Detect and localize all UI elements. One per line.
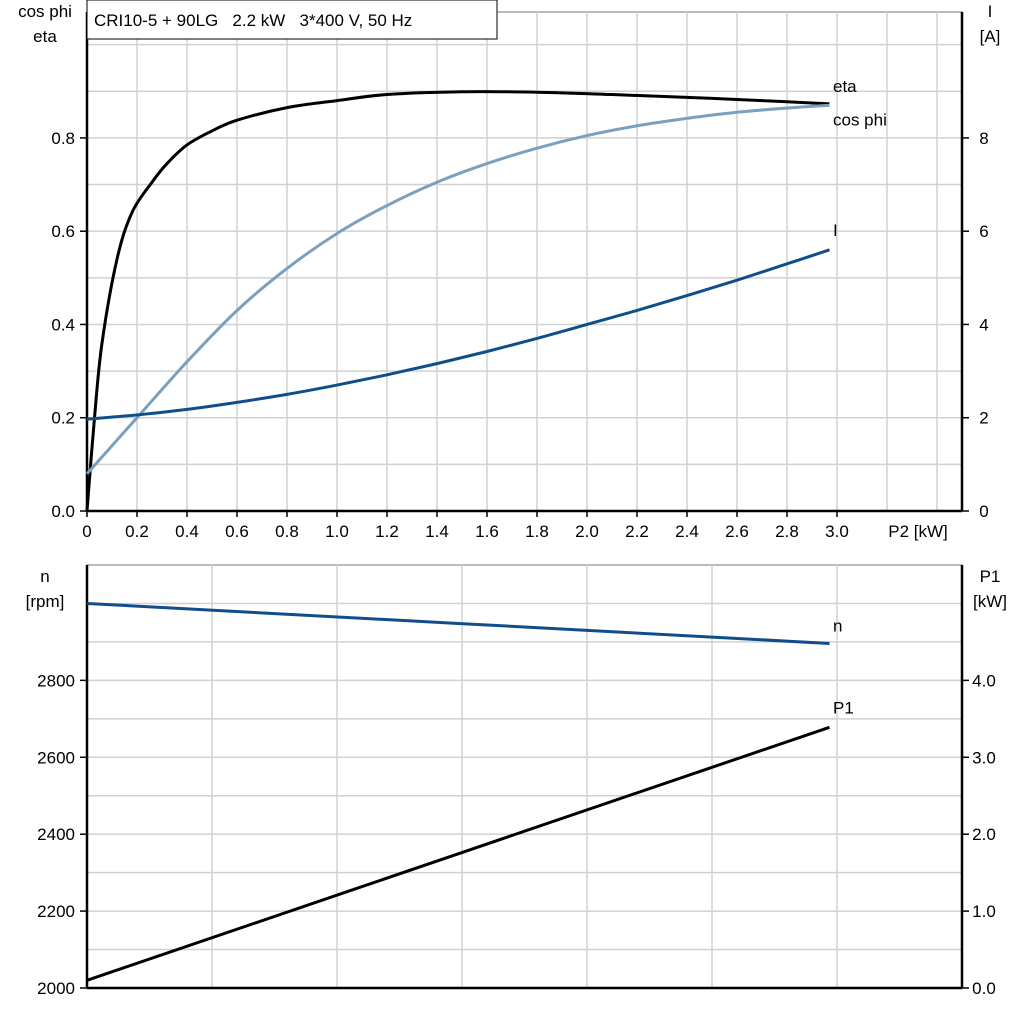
y-tick-label-right: 8 [979, 129, 988, 148]
x-tick-label: 2.0 [575, 522, 599, 541]
title-box [86, 0, 498, 40]
x-tick-label: 2.8 [775, 522, 799, 541]
series-line-P1 [86, 725, 830, 982]
y-axis-label-left: n [40, 567, 49, 586]
y-axis-label-left: cos phi [18, 2, 72, 21]
y-tick-label-right: 3.0 [972, 748, 996, 767]
y-tick-label-right: 2 [979, 409, 988, 428]
y-axis-label-right: I [988, 2, 993, 21]
chart-title: CRI10-5 + 90LG 2.2 kW 3*400 V, 50 Hz [94, 11, 412, 30]
y-tick-label-left: 2800 [37, 671, 75, 690]
y-axis-label-left: eta [33, 27, 57, 46]
x-tick-label: 2.6 [725, 522, 749, 541]
y-tick-label-left: 0.8 [51, 129, 75, 148]
x-tick-label: 1.6 [475, 522, 499, 541]
x-tick-label: 1.8 [525, 522, 549, 541]
y-axis-label-right: [A] [980, 27, 1001, 46]
y-tick-label-left: 2400 [37, 825, 75, 844]
x-tick-label: 3.0 [825, 522, 849, 541]
y-axis-label-right: P1 [980, 567, 1001, 586]
y-axis-label-left: [rpm] [26, 592, 65, 611]
series-label-n: n [833, 616, 842, 635]
y-tick-label-left: 0.4 [51, 315, 75, 334]
series-line-n [86, 601, 830, 645]
y-tick-label-right: 0 [979, 502, 988, 521]
series-line-cos-phi [85, 103, 830, 475]
y-tick-label-left: 0.0 [51, 502, 75, 521]
y-tick-label-right: 0.0 [972, 979, 996, 998]
x-tick-label: 0.2 [125, 522, 149, 541]
x-tick-label: 2.4 [675, 522, 699, 541]
x-tick-label: 2.2 [625, 522, 649, 541]
x-tick-label: 1.2 [375, 522, 399, 541]
series-line-eta [85, 90, 830, 512]
series-label-eta: eta [833, 77, 857, 96]
y-tick-label-left: 2000 [37, 979, 75, 998]
y-tick-label-right: 4 [979, 315, 988, 334]
x-tick-label: 0 [82, 522, 91, 541]
plot-area [86, 11, 963, 512]
x-tick-label: 0.6 [225, 522, 249, 541]
y-tick-label-left: 0.6 [51, 222, 75, 241]
x-tick-label: 0.8 [275, 522, 299, 541]
y-axis-label-right: [kW] [973, 592, 1007, 611]
x-tick-label: 1.0 [325, 522, 349, 541]
plot-area [86, 564, 963, 989]
x-tick-label: 0.4 [175, 522, 199, 541]
y-tick-label-left: 2600 [37, 748, 75, 767]
y-tick-label-right: 6 [979, 222, 988, 241]
y-tick-label-right: 1.0 [972, 902, 996, 921]
series-line-I [86, 248, 830, 421]
series-label-cos-phi: cos phi [833, 110, 887, 129]
y-tick-label-left: 2200 [37, 902, 75, 921]
y-tick-label-right: 2.0 [972, 825, 996, 844]
x-tick-label: 1.4 [425, 522, 449, 541]
y-tick-label-left: 0.2 [51, 409, 75, 428]
series-label-I: I [833, 221, 838, 240]
series-label-P1: P1 [833, 698, 854, 717]
x-axis-label: P2 [kW] [888, 522, 948, 541]
y-tick-label-right: 4.0 [972, 671, 996, 690]
